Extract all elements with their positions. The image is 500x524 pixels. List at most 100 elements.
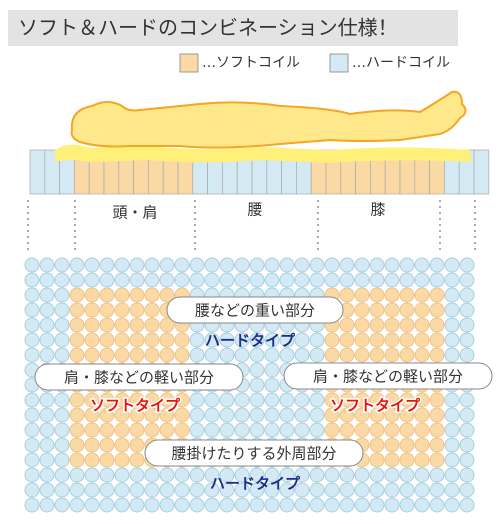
coil	[234, 257, 250, 273]
coil	[54, 452, 70, 468]
coil	[69, 257, 85, 273]
coil	[219, 467, 235, 483]
coil	[69, 482, 85, 498]
coil	[384, 302, 400, 318]
coil	[354, 482, 370, 498]
coil	[69, 347, 85, 363]
coil	[219, 497, 235, 513]
coil	[174, 257, 190, 273]
coil	[264, 272, 280, 288]
coil	[429, 452, 445, 468]
coil	[159, 467, 175, 483]
coil	[264, 467, 280, 483]
coil	[24, 302, 40, 318]
coil	[114, 437, 130, 453]
coil	[429, 302, 445, 318]
coil	[294, 497, 310, 513]
coil	[249, 347, 265, 363]
coil	[309, 332, 325, 348]
coil	[99, 392, 115, 408]
coil	[99, 407, 115, 423]
coil	[54, 407, 70, 423]
coil	[159, 317, 175, 333]
coil	[444, 347, 460, 363]
coil	[144, 317, 160, 333]
coil	[54, 287, 70, 303]
coil	[189, 422, 205, 438]
coil	[219, 257, 235, 273]
coil	[324, 407, 340, 423]
coil	[69, 467, 85, 483]
coil	[129, 392, 145, 408]
coil	[69, 392, 85, 408]
coil	[114, 257, 130, 273]
coil	[279, 257, 295, 273]
coil	[249, 377, 265, 393]
coil	[99, 467, 115, 483]
coil	[459, 497, 475, 513]
coil	[414, 407, 430, 423]
zone-label: 腰	[247, 201, 262, 219]
coil	[69, 497, 85, 513]
coil	[39, 332, 55, 348]
coil	[84, 392, 100, 408]
coil	[294, 422, 310, 438]
coil	[99, 287, 115, 303]
coil	[129, 317, 145, 333]
coil	[219, 407, 235, 423]
coil	[384, 392, 400, 408]
coil	[54, 257, 70, 273]
coil	[399, 452, 415, 468]
coil	[99, 497, 115, 513]
coil	[204, 497, 220, 513]
coil	[84, 347, 100, 363]
coil	[114, 407, 130, 423]
body	[70, 90, 467, 149]
coil	[144, 497, 160, 513]
coil	[54, 332, 70, 348]
coil	[24, 452, 40, 468]
coil	[324, 422, 340, 438]
coil	[429, 317, 445, 333]
coil	[429, 287, 445, 303]
coil	[399, 422, 415, 438]
comfort-layer	[55, 144, 472, 163]
coil	[24, 272, 40, 288]
coil	[84, 317, 100, 333]
coil	[69, 302, 85, 318]
coil	[69, 407, 85, 423]
coil	[384, 407, 400, 423]
coil	[429, 437, 445, 453]
coil	[174, 497, 190, 513]
coil	[384, 317, 400, 333]
coil	[234, 467, 250, 483]
coil	[84, 422, 100, 438]
coil	[429, 332, 445, 348]
coil	[69, 422, 85, 438]
coil	[414, 497, 430, 513]
coil	[324, 392, 340, 408]
legend-label: …ソフトコイル	[202, 55, 300, 71]
coil	[84, 482, 100, 498]
zone-label: 頭・肩	[112, 204, 157, 222]
coil	[339, 482, 355, 498]
coil	[429, 497, 445, 513]
coil	[114, 497, 130, 513]
coil	[264, 362, 280, 378]
coil	[54, 317, 70, 333]
coil	[369, 452, 385, 468]
coil	[204, 257, 220, 273]
coil	[309, 257, 325, 273]
coil	[369, 347, 385, 363]
coil	[129, 407, 145, 423]
coil	[39, 437, 55, 453]
coil	[399, 317, 415, 333]
coil	[84, 332, 100, 348]
coil	[159, 287, 175, 303]
coil	[279, 407, 295, 423]
coil	[459, 302, 475, 318]
coil	[39, 302, 55, 318]
coil	[459, 332, 475, 348]
coil	[309, 467, 325, 483]
coil	[369, 467, 385, 483]
